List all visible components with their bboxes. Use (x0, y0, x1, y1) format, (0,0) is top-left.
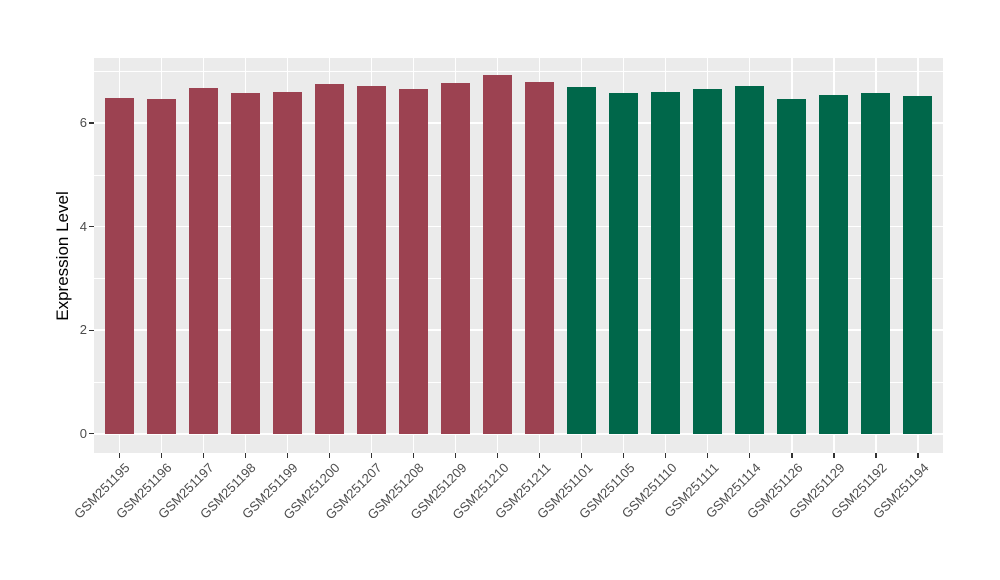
bar-GSM251207 (356, 85, 386, 434)
bar-GSM251192 (861, 93, 891, 434)
x-tick-GSM251194 (917, 452, 919, 458)
bar-GSM251198 (230, 93, 260, 434)
plot-panel (94, 58, 943, 453)
bar-GSM251101 (567, 86, 597, 434)
bar-GSM251129 (819, 95, 849, 434)
bar-GSM251196 (146, 99, 176, 434)
bar-GSM251200 (314, 83, 344, 434)
bar-GSM251195 (104, 97, 134, 434)
x-tick-GSM251192 (875, 452, 877, 458)
y-tick-4 (88, 225, 94, 228)
gridline-minor-y3 (94, 278, 943, 279)
x-tick-GSM251111 (707, 452, 709, 458)
bar-GSM251114 (735, 86, 765, 434)
y-tick-6 (88, 122, 94, 124)
y-tick-2 (88, 329, 94, 331)
x-tick-GSM251105 (622, 452, 625, 458)
gridline-minor-y7 (94, 70, 943, 72)
gridline-major-y0 (94, 433, 943, 435)
y-tick-label-4: 4 (79, 218, 87, 234)
bar-GSM251199 (272, 91, 302, 434)
x-tick-GSM251196 (160, 452, 162, 458)
x-tick-GSM251197 (202, 452, 204, 458)
x-tick-GSM251198 (244, 452, 246, 458)
bar-GSM251110 (651, 92, 681, 434)
x-tick-GSM251208 (412, 452, 415, 458)
y-axis-title: Expression Level (53, 191, 72, 321)
bar-GSM251126 (777, 98, 807, 434)
y-tick-label-0: 0 (79, 425, 87, 441)
y-tick-label-6: 6 (79, 115, 87, 131)
y-tick-label-2: 2 (79, 322, 87, 338)
gridline-major-y4 (94, 225, 943, 228)
x-tick-GSM251195 (118, 452, 120, 458)
x-tick-GSM251210 (496, 452, 499, 458)
x-tick-GSM251200 (328, 452, 331, 458)
x-tick-GSM251207 (370, 452, 373, 458)
gridline-major-y6 (94, 122, 943, 124)
x-tick-GSM251209 (454, 452, 457, 458)
bar-GSM251194 (903, 96, 933, 434)
y-tick-0 (88, 433, 94, 435)
bar-GSM251209 (441, 82, 471, 434)
bar-GSM251210 (483, 74, 513, 434)
x-tick-GSM251114 (749, 452, 751, 458)
x-tick-GSM251110 (665, 452, 667, 458)
x-tick-GSM251211 (538, 452, 541, 458)
x-tick-GSM251101 (580, 452, 583, 458)
x-tick-GSM251129 (833, 452, 835, 458)
x-tick-GSM251199 (286, 452, 289, 458)
bar-GSM251105 (609, 92, 639, 434)
gridline-minor-y5 (94, 174, 943, 176)
bar-GSM251111 (693, 89, 723, 434)
x-tick-label-GSM251194: GSM251194 (870, 460, 932, 522)
gridline-minor-y1 (94, 381, 943, 383)
bar-GSM251208 (398, 88, 428, 434)
bar-GSM251197 (188, 87, 218, 434)
x-tick-GSM251126 (791, 452, 793, 458)
gridline-major-y2 (94, 329, 943, 332)
bar-GSM251211 (525, 81, 555, 434)
